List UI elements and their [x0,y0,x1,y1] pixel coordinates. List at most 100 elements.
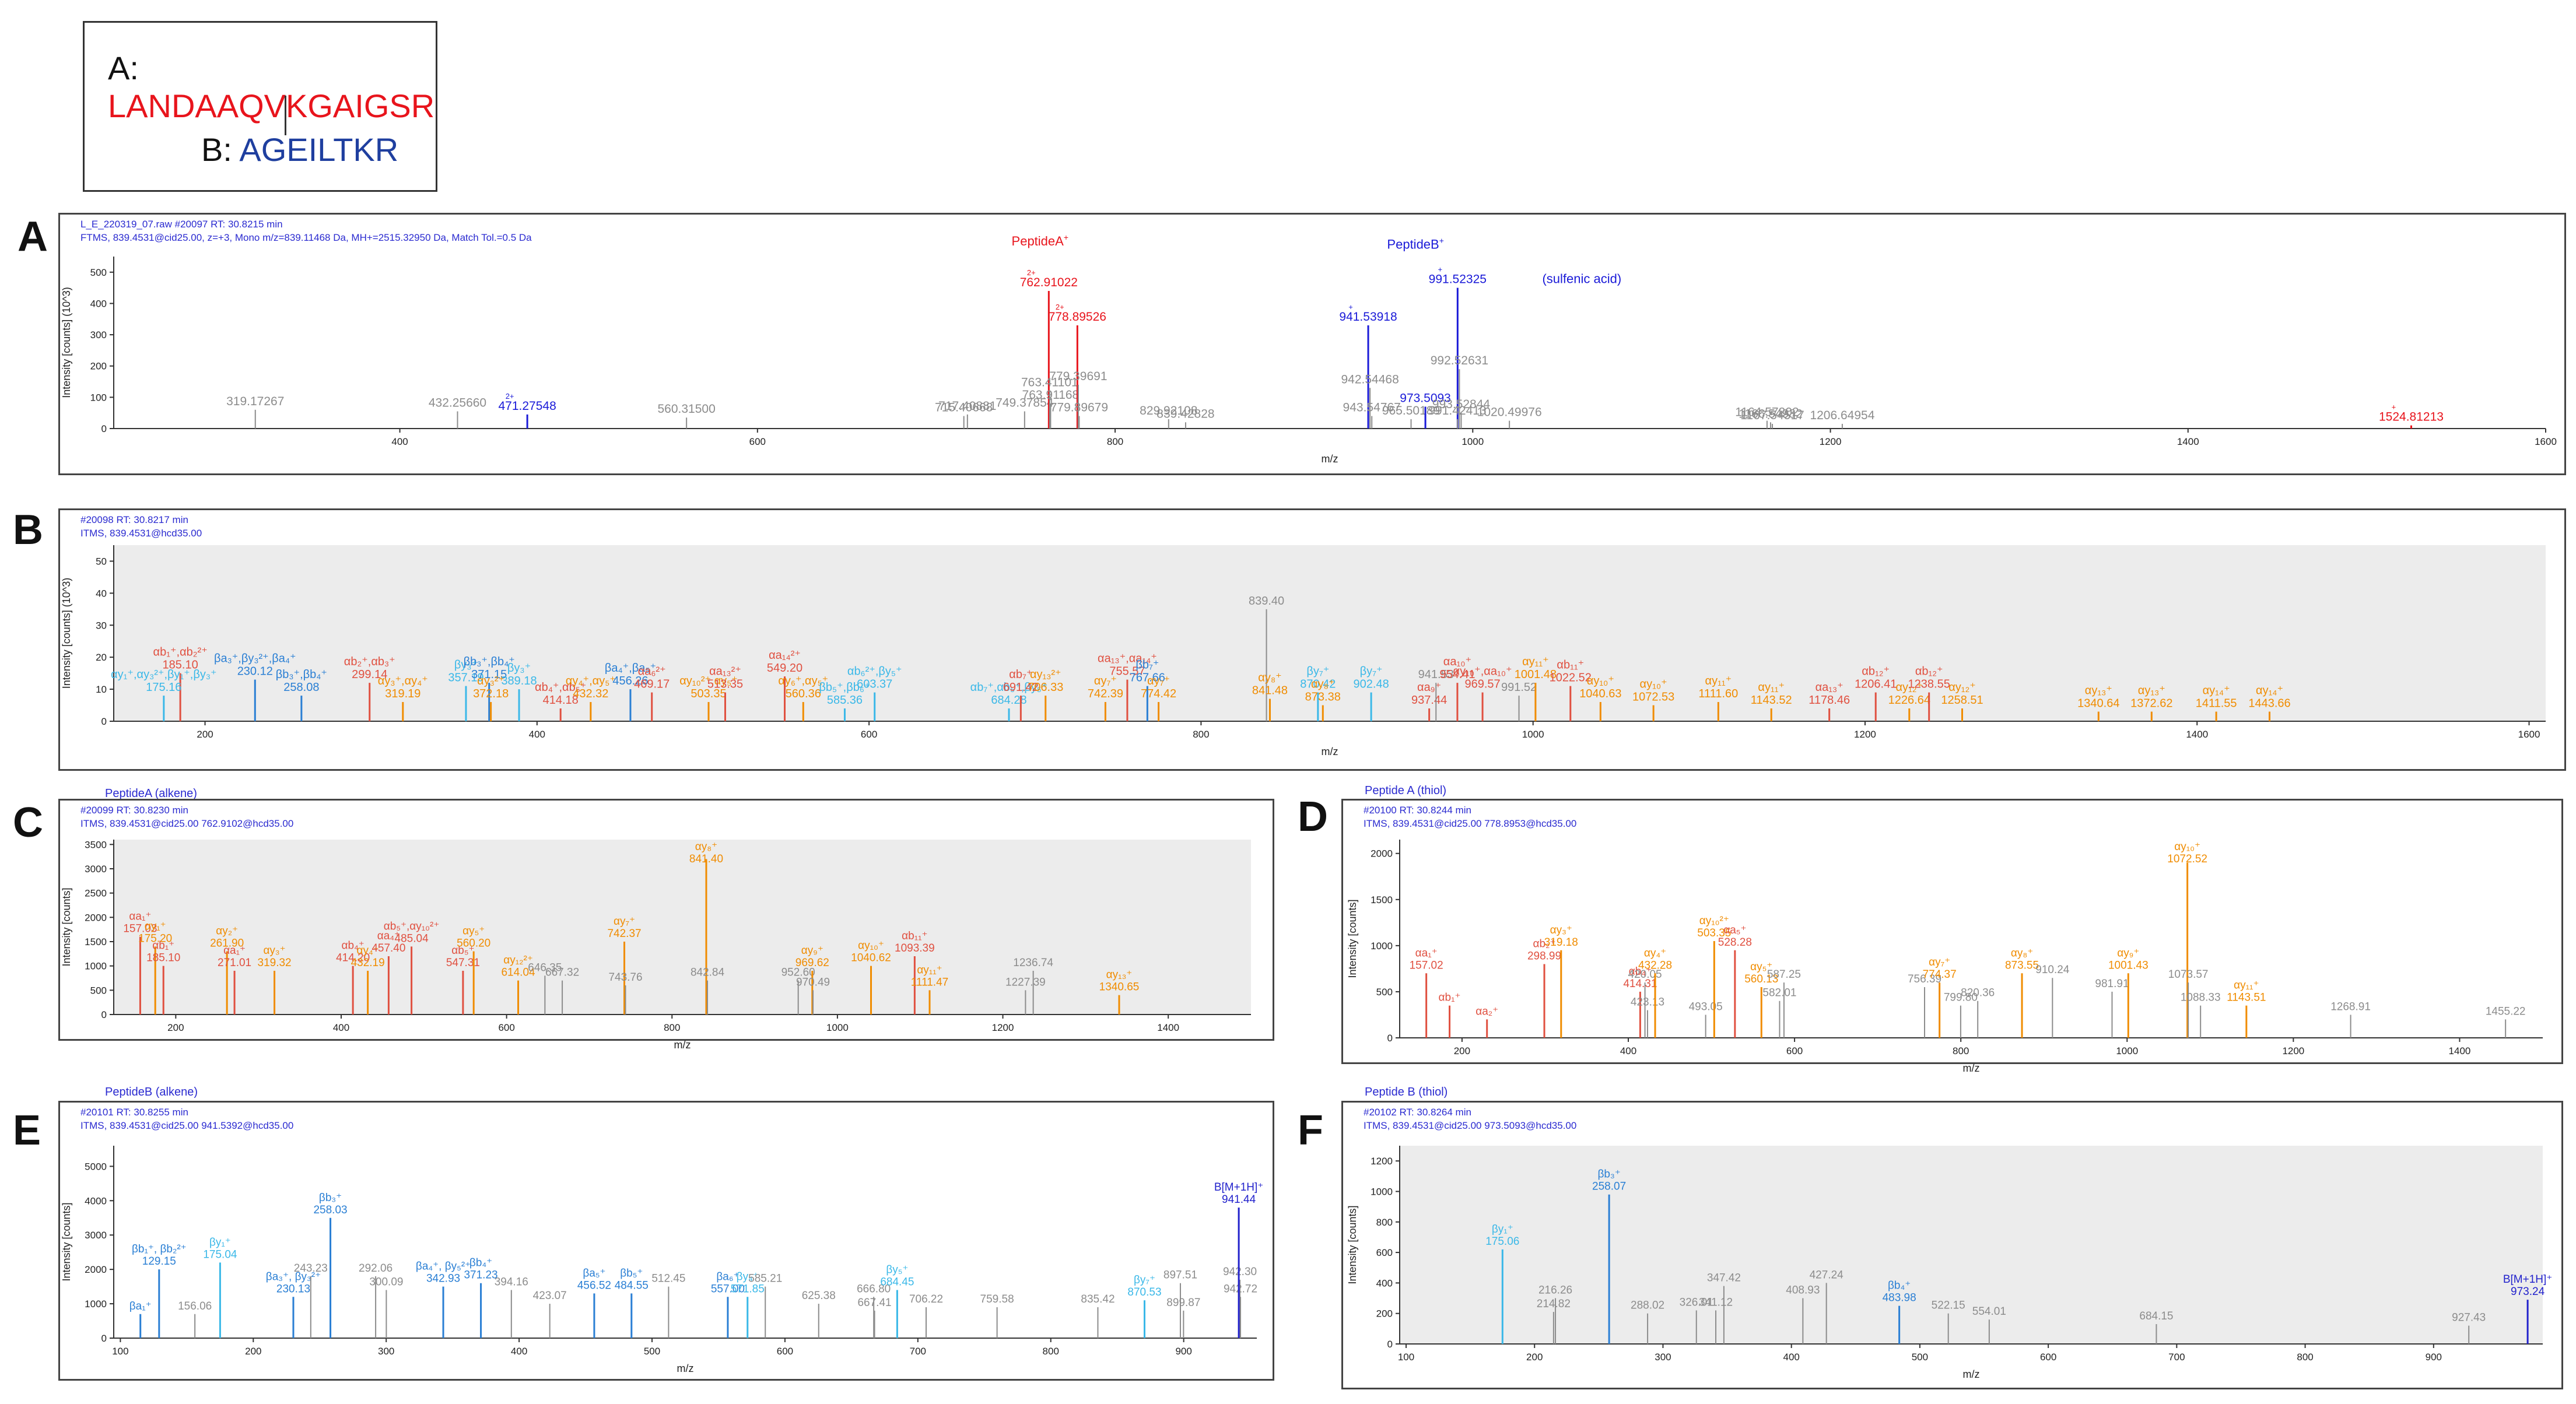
peak-label-a: 1206.64954 [1810,409,1874,422]
peak-label-a: 1167.54517 [1740,409,1804,422]
y-tick-label-e: 5000 [85,1161,107,1172]
x-tick-label-c: 800 [664,1022,680,1033]
y-tick-label-e: 2000 [85,1264,107,1275]
x-axis-label-f: m/z [1963,1368,1980,1380]
spectra-svg: 400 600 800 1000 1200 1400 1600010020030040050… [0,0,2576,1404]
y-axis-label-c: Intensity [counts] [61,887,72,966]
x-tick-label-d: 1000 [2116,1045,2138,1056]
peak-label-d: 910.24 [2035,964,2070,976]
peak-label-d: αy₉⁺ 1001.43 [2108,947,2149,971]
peak-label-a: 778.89526 [1049,310,1106,324]
peak-label-b: αy₁₃²⁺ 706.33 [1028,668,1063,694]
x-axis-label-b: m/z [1322,746,1338,757]
peak-label-b: αa₁₄²⁺ 549.20 [767,649,802,675]
y-tick-label-b: 10 [96,684,107,695]
peak-label-f: 927.43 [2452,1312,2486,1324]
peak-label-f: 427.24 [1810,1269,1844,1281]
x-axis-label-a: m/z [1322,453,1338,465]
x-tick-label-e: 200 [245,1346,261,1357]
peak-charge-a: + [1438,265,1443,274]
peak-label-d: αa₁⁺ 157.02 [1410,947,1443,971]
x-axis-label-d: m/z [1963,1062,1980,1074]
peak-label-c: 1236.74 [1013,957,1053,969]
peak-label-a: 779.89679 [1050,401,1108,415]
y-tick-label-f: 400 [1376,1277,1393,1289]
y-tick-label-a: 100 [90,392,107,403]
plot-area-c [114,840,1251,1015]
peak-label-f: 347.42 [1707,1272,1741,1284]
peak-label-e: 512.45 [651,1273,685,1285]
x-tick-label-f: 400 [1783,1352,1799,1363]
x-tick-label-e: 600 [777,1346,793,1357]
y-tick-label-c: 2500 [85,888,107,899]
y-tick-label-c: 0 [101,1009,107,1020]
y-tick-label-f: 1200 [1371,1156,1393,1167]
peak-label-e: 942.72 [1224,1283,1257,1295]
peak-label-e: 759.58 [980,1293,1014,1305]
peak-label-a: 779.39691 [1049,370,1107,383]
peak-label-d: 1088.33 [2181,992,2221,1004]
peak-label-e: βa₅⁺ 456.52 [577,1267,611,1291]
x-tick-label-b: 400 [529,729,545,740]
x-tick-label-f: 100 [1398,1352,1414,1363]
peak-label-f: 554.01 [1972,1305,2006,1318]
y-tick-label-d: 1000 [1371,940,1393,952]
peak-label-a: 942.54468 [1341,373,1399,386]
y-tick-label-b: 40 [96,588,107,599]
x-tick-label-c: 600 [498,1022,514,1033]
peak-label-b: 839.40 [1249,595,1284,608]
peak-label-d: αy₃⁺ 319.18 [1544,924,1578,949]
y-tick-label-b: 20 [96,652,107,663]
x-tick-label-f: 300 [1655,1352,1671,1363]
peak-label-f: 216.26 [1538,1284,1572,1297]
peak-label-e: βy₇⁺ 870.53 [1127,1274,1161,1298]
peak-label-e: βy₁⁺ 175.04 [203,1236,237,1261]
y-tick-label-e: 1000 [85,1298,107,1310]
peak-label-f: 214.82 [1537,1298,1571,1310]
peak-label-e: 423.07 [533,1290,567,1302]
peak-label-b: αy₃⁺,αy₄⁺ 319.19 [378,675,428,700]
x-tick-label-e: 700 [910,1346,926,1357]
peak-label-a: 763.91168 [1022,388,1080,402]
peak-label-d: 582.01 [1762,987,1796,999]
peak-label-d: 1455.22 [2486,1005,2526,1017]
x-tick-label-a: 600 [749,436,766,447]
peak-label-d: 493.05 [1689,1001,1723,1013]
plot-area-f [1400,1146,2543,1344]
x-tick-label-d: 200 [1454,1045,1470,1056]
x-tick-label-e: 800 [1043,1346,1059,1357]
x-tick-label-d: 1400 [2449,1045,2471,1056]
peak-label-d: 423.13 [1631,996,1664,1009]
peak-label-d: 587.25 [1767,968,1801,981]
x-tick-label-c: 200 [167,1022,184,1033]
x-tick-label-e: 900 [1175,1346,1191,1357]
x-tick-label-d: 1200 [2282,1045,2304,1056]
y-tick-label-c: 1000 [85,961,107,972]
y-tick-label-d: 500 [1376,987,1393,998]
y-tick-label-d: 2000 [1371,848,1393,859]
peak-charge-a: + [1348,303,1353,311]
x-tick-label-b: 1200 [1854,729,1876,740]
x-tick-label-a: 1000 [1462,436,1484,447]
peak-label-e: 243.23 [294,1262,328,1275]
y-tick-label-a: 300 [90,329,107,341]
peak-label-e: βb₅⁺ 484.55 [615,1267,649,1291]
x-tick-label-c: 1200 [992,1022,1014,1033]
peak-label-d: αy₄⁺ 432.28 [1638,947,1672,971]
peak-label-a: 1020.49976 [1477,406,1542,419]
peak-label-e: 667.41 [857,1297,891,1309]
x-tick-label-f: 200 [1526,1352,1543,1363]
y-axis-label-f: Intensity [counts] [1347,1205,1358,1284]
peak-label-c: 970.49 [796,976,830,988]
peak-label-a: 991.52325 [1429,273,1487,286]
y-tick-label-f: 200 [1376,1308,1393,1319]
peak-label-a: 941.53918 [1339,310,1397,324]
x-tick-label-f: 900 [2426,1352,2442,1363]
peak-label-e: 899.87 [1166,1297,1200,1309]
peak-label-b: αa₁₃²⁺ 513.35 [707,665,743,691]
y-tick-label-a: 500 [90,267,107,278]
y-tick-label-c: 2000 [85,912,107,923]
y-tick-label-a: 0 [101,423,107,434]
peak-label-a: 560.31500 [658,402,716,416]
peak-label-b: αa₆²⁺ 469.17 [634,665,670,691]
